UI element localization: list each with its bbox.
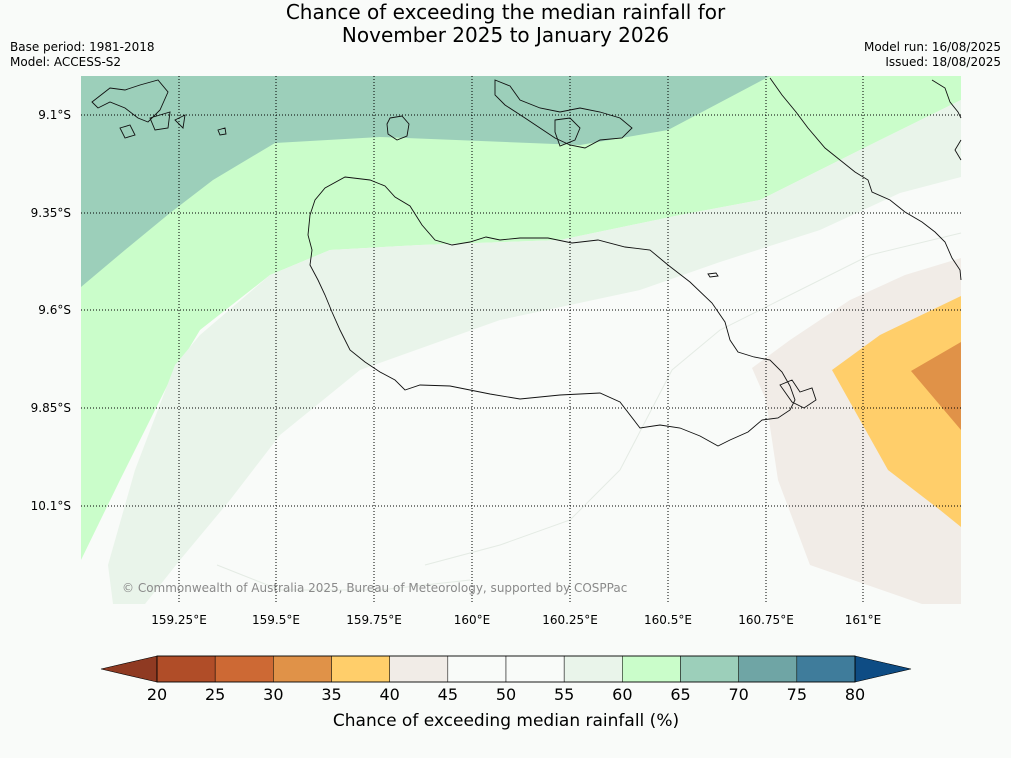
lat-label: 9.1°S	[38, 108, 71, 122]
zone-35-40	[832, 296, 961, 527]
lon-label: 159.75°E	[346, 613, 402, 627]
colorbar-tick-label: 20	[147, 685, 167, 704]
colorbar-cell	[680, 655, 739, 683]
colorbar-tick-label: 30	[263, 685, 283, 704]
colorbar-cell	[563, 655, 623, 683]
colorbar-tick-label: 50	[496, 685, 516, 704]
island-savo	[386, 115, 410, 141]
colorbar-cell	[622, 655, 681, 683]
lat-label: 9.35°S	[31, 206, 71, 220]
title-line-2: November 2025 to January 2026	[341, 23, 670, 47]
colorbar-cell	[214, 655, 274, 683]
model-run: Model run: 16/08/2025	[863, 40, 1001, 54]
zone-65-70	[81, 76, 770, 287]
latitude-labels: 9.1°S 9.35°S 9.6°S 9.85°S 10.1°S	[31, 108, 71, 513]
issued-date: Issued: 18/08/2025	[885, 55, 1001, 69]
lon-label: 159.25°E	[151, 613, 207, 627]
lat-label: 10.1°S	[31, 499, 71, 513]
colorbar-cell	[156, 655, 216, 683]
colorbar-cell	[796, 655, 856, 683]
lon-label: 160.75°E	[738, 613, 794, 627]
zone-55-60	[108, 100, 961, 604]
colorbar-tick-label: 55	[554, 685, 574, 704]
colorbar-cell	[505, 655, 565, 683]
colorbar-under-arrow	[100, 655, 158, 683]
zone-60-65	[81, 76, 961, 560]
coastlines	[91, 77, 962, 447]
lon-label: 161°E	[845, 613, 882, 627]
island-guadalcanal	[307, 176, 796, 447]
island-nggela	[494, 79, 633, 149]
colorbar-tick-label: 65	[670, 685, 690, 704]
island-malaita	[769, 77, 962, 281]
colorbar-tick-label: 75	[787, 685, 807, 704]
lon-label: 160°E	[454, 613, 491, 627]
lon-label: 159.5°E	[252, 613, 300, 627]
colorbar-tick-label: 80	[845, 685, 865, 704]
colorbar-over-arrow	[854, 655, 912, 683]
base-period: Base period: 1981-2018	[10, 40, 155, 54]
model-name: Model: ACCESS-S2	[10, 55, 122, 69]
colorbar-tick-label: 45	[438, 685, 458, 704]
lat-label: 9.85°S	[31, 401, 71, 415]
graticule	[81, 76, 961, 604]
meta-right: Model run: 16/08/2025 Issued: 18/08/2025	[864, 40, 1001, 70]
lat-label: 9.6°S	[38, 303, 71, 317]
island-russell	[91, 79, 227, 139]
colorbar-cell	[273, 655, 332, 683]
meta-left: Base period: 1981-2018 Model: ACCESS-S2	[10, 40, 155, 70]
lon-label: 160.25°E	[542, 613, 598, 627]
colorbar-title: Chance of exceeding median rainfall (%)	[333, 711, 679, 731]
longitude-labels: 159.25°E 159.5°E 159.75°E 160°E 160.25°E…	[151, 613, 881, 627]
colorbar-tick-label: 40	[379, 685, 399, 704]
colorbar-tick-label: 25	[205, 685, 225, 704]
colorbar-cell	[447, 655, 507, 683]
lon-label: 160.5°E	[644, 613, 692, 627]
colorbar: 20 25 30 35 40 45 50 55 60 65 70 75 80 Chance of exc…	[100, 655, 912, 731]
colorbar-tick-label: 60	[612, 685, 632, 704]
colorbar-tick-label: 35	[321, 685, 341, 704]
colorbar-tick-label: 70	[728, 685, 748, 704]
copyright-notice: © Commonwealth of Australia 2025, Bureau…	[122, 581, 627, 595]
probability-zones	[81, 76, 962, 604]
colorbar-cell	[389, 655, 449, 683]
colorbar-cell	[331, 655, 390, 683]
colorbar-cell	[738, 655, 798, 683]
title-line-1: Chance of exceeding the median rainfall …	[285, 0, 726, 24]
